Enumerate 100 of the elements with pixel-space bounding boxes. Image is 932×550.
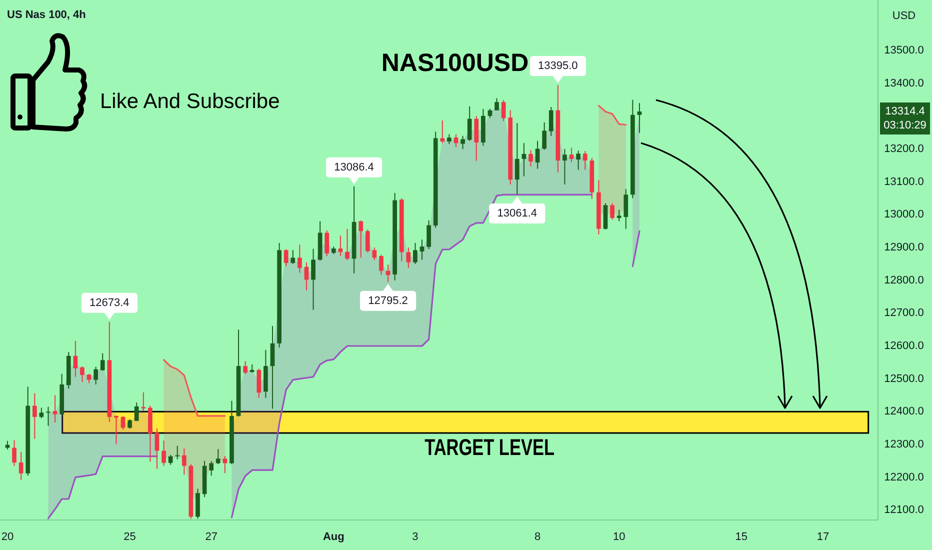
- candlestick: [298, 244, 302, 274]
- candlestick: [304, 262, 309, 291]
- y-tick-label: 12100.0: [884, 504, 924, 516]
- y-tick-label: 13400.0: [884, 77, 924, 90]
- candlestick: [488, 108, 492, 118]
- candlestick: [39, 407, 44, 419]
- candlestick: [582, 150, 588, 170]
- text: NAS100USD: [381, 49, 529, 77]
- candlestick: [616, 209, 622, 222]
- candlestick: [474, 116, 479, 162]
- candlestick: [379, 254, 384, 276]
- candlestick: [522, 142, 526, 177]
- candlestick: [154, 428, 160, 470]
- annotation: 12673.4: [90, 296, 130, 309]
- candlestick: [209, 460, 214, 476]
- x-tick-label: 25: [124, 531, 136, 543]
- candlestick: [80, 366, 84, 383]
- candlestick: [542, 122, 547, 150]
- y-tick-label: 12900.0: [884, 242, 924, 254]
- y-tick-label: 13000.0: [884, 208, 924, 221]
- candlestick: [196, 488, 200, 520]
- candlestick: [365, 228, 370, 253]
- y-tick-label: 12200.0: [884, 471, 924, 484]
- text: 13314.4: [885, 105, 925, 118]
- candlestick: [32, 392, 37, 440]
- x-tick-label: 3: [412, 531, 418, 543]
- candlestick: [120, 416, 126, 430]
- candlestick: [345, 228, 350, 260]
- candlestick: [52, 394, 58, 423]
- candlestick: [311, 248, 316, 310]
- candlestick: [440, 120, 445, 144]
- candlestick: [420, 239, 424, 260]
- candlestick: [175, 445, 180, 460]
- y-axis-title: USD: [892, 10, 916, 22]
- candlestick: [562, 148, 567, 185]
- candlestick: [637, 102, 642, 134]
- candlestick: [86, 373, 92, 384]
- candlestick: [46, 406, 50, 426]
- y-tick-label: 12300.0: [884, 438, 924, 450]
- candlestick: [94, 366, 98, 385]
- candlestick: [134, 402, 139, 422]
- annotation: Like And Subscribe: [100, 90, 280, 113]
- y-tick-label: 12800.0: [884, 274, 924, 286]
- candlestick: [270, 325, 275, 410]
- candlestick: [467, 106, 472, 142]
- x-tick-label: 10: [612, 531, 626, 543]
- candlestick: [100, 352, 105, 371]
- annotation: 13395.0: [538, 60, 578, 72]
- y-tick-label: 12700.0: [884, 307, 924, 320]
- annotation: 12795.2: [368, 294, 408, 307]
- candlestick: [514, 122, 520, 196]
- candlestick: [535, 140, 540, 170]
- candlestick: [168, 454, 173, 466]
- text: 03:10:29: [884, 119, 926, 132]
- x-tick-label: 27: [205, 531, 218, 543]
- candlestick: [284, 248, 288, 267]
- candlestick: [372, 247, 377, 260]
- y-tick-label: 13500.0: [884, 44, 924, 57]
- candlestick: [603, 202, 608, 230]
- candlestick: [576, 150, 580, 170]
- candlestick: [358, 220, 364, 258]
- candlestick: [73, 340, 78, 378]
- text: US Nas 100, 4h: [7, 9, 86, 21]
- candlestick: [624, 188, 628, 230]
- x-tick-label: 15: [735, 531, 748, 543]
- candlestick: [222, 455, 228, 474]
- candlestick: [454, 134, 458, 148]
- candlestick: [256, 368, 262, 398]
- candlestick: [406, 247, 411, 268]
- annotation: 13086.4: [334, 161, 374, 174]
- candlestick: [501, 100, 506, 122]
- y-tick-label: 12600.0: [884, 340, 924, 352]
- x-tick-label: Aug: [322, 531, 344, 543]
- candlestick: [216, 448, 220, 465]
- candlestick: [162, 440, 166, 466]
- y-tick-label: 12400.0: [884, 406, 924, 418]
- candlestick: [114, 415, 118, 445]
- candlestick: [569, 147, 574, 163]
- candlestick: [128, 418, 132, 430]
- candlestick: [182, 448, 186, 476]
- y-tick-label: 13100.0: [884, 176, 924, 188]
- candlestick: [548, 106, 554, 136]
- candlestick: [447, 134, 452, 145]
- candlestick: [528, 150, 533, 167]
- candlestick: [141, 392, 146, 412]
- band-label: TARGET LEVEL: [424, 436, 554, 461]
- x-tick-label: 8: [534, 531, 541, 543]
- candlestick: [494, 98, 499, 111]
- candlestick: [426, 220, 431, 250]
- y-tick-label: 13200.0: [884, 143, 924, 156]
- candlestick: [12, 440, 16, 466]
- candlestick: [413, 242, 418, 264]
- x-tick-label: 20: [1, 531, 14, 543]
- candlestick: [610, 202, 614, 220]
- candlestick: [18, 452, 24, 480]
- candlestick: [460, 135, 465, 150]
- x-tick-label: 17: [816, 531, 830, 543]
- candlestick: [324, 230, 330, 257]
- candlestick: [290, 250, 296, 264]
- y-tick-label: 12500.0: [884, 372, 924, 385]
